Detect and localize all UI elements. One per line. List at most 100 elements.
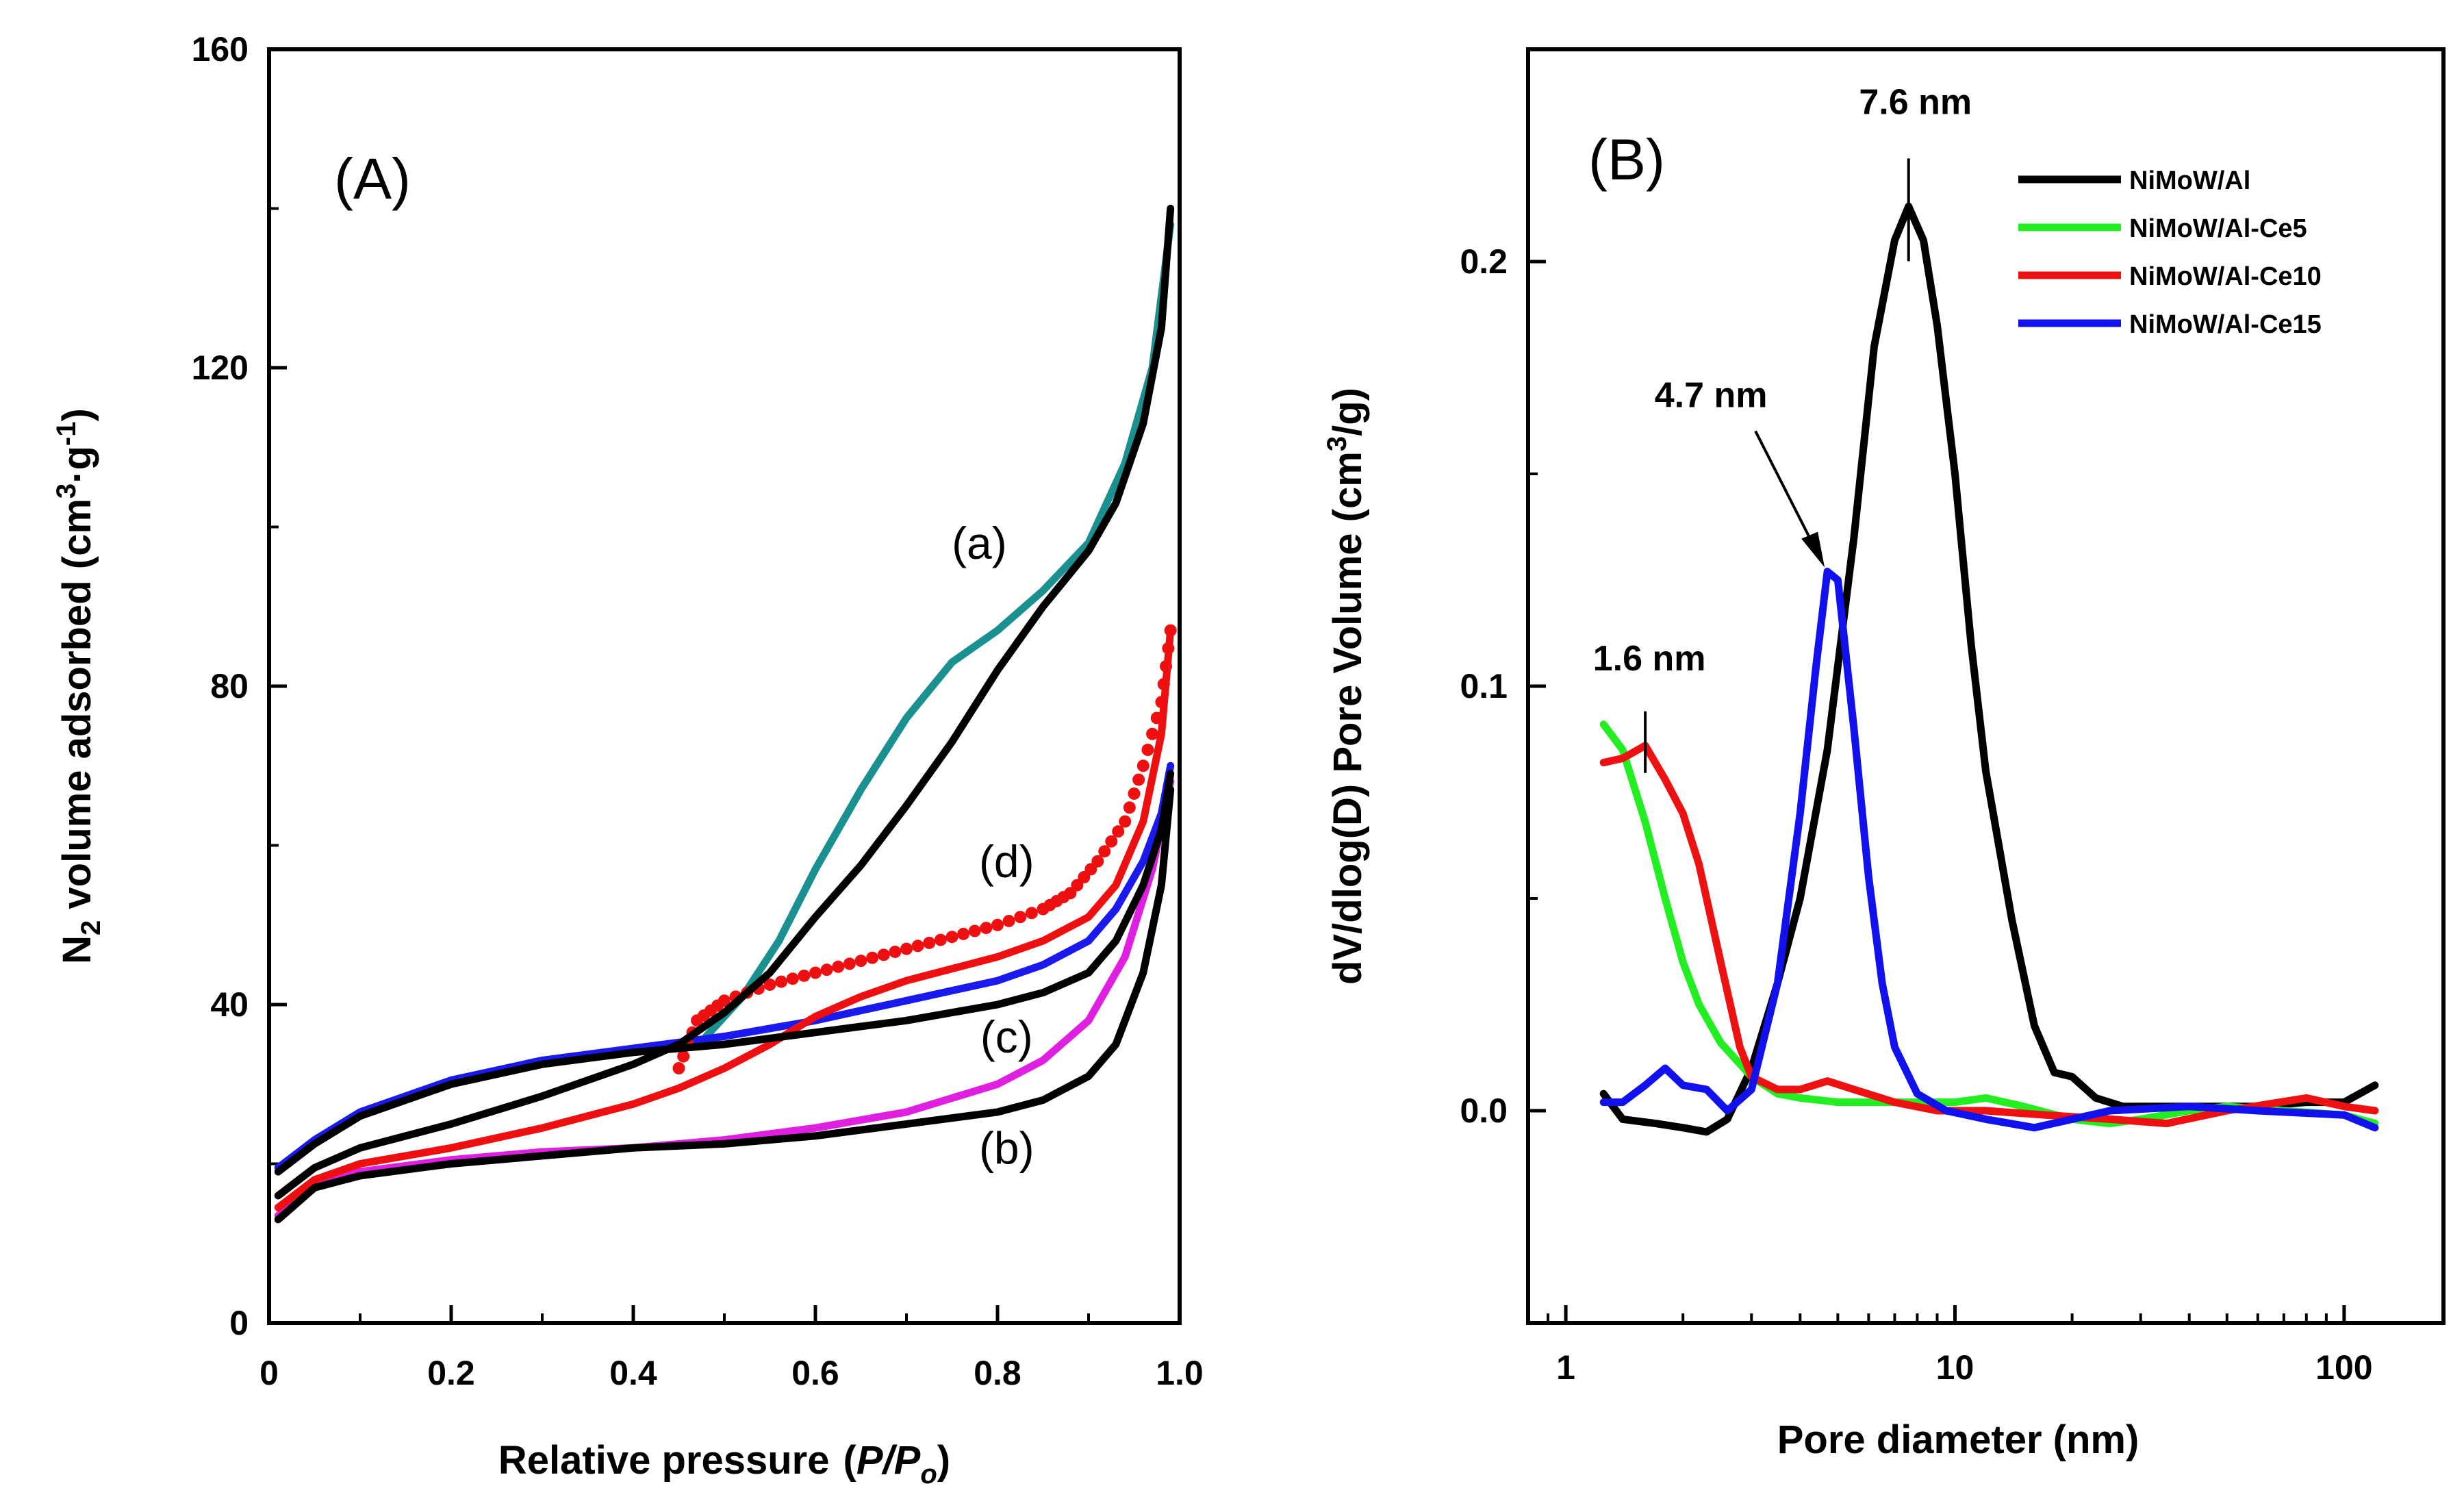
panel-a-data-point: [775, 975, 788, 988]
panel-a-data-point: [1105, 835, 1118, 848]
panel-a-label: (A): [334, 147, 411, 211]
panel-a-data-point: [1119, 815, 1132, 828]
panel-a-curve-label-c: (c): [980, 1011, 1033, 1062]
panel-a-data-point: [718, 994, 731, 1007]
panel-a-data-point: [923, 936, 936, 949]
panel-a-data-point: [820, 963, 833, 977]
panel-a-data-point: [1025, 907, 1038, 920]
panel-a-series-b-adsorption: [274, 785, 1175, 1224]
panel-b-y-tick-label: 0.2: [1460, 242, 1508, 281]
panel-b-x-tick-label: 10: [1936, 1348, 1974, 1387]
panel-a: (A) 0 0.2 0.4 0.6 0.8 1.0 0 40 80 120 160 (a) (d) (c…: [51, 30, 1204, 1489]
panel-a-data-point: [1098, 845, 1111, 858]
panel-a-data-point: [1150, 711, 1163, 724]
annotation-7-6-nm-label: 7.6 nm: [1859, 82, 1972, 122]
panel-a-plot-frame: [267, 47, 1182, 1325]
panel-b-ticks: 1 10 100 0.0 0.1 0.2: [1460, 48, 2373, 1387]
panel-a-data-point: [980, 922, 993, 935]
panel-b-series-nimow-al-ce10: [1599, 742, 2379, 1128]
panel-a-data-point: [1141, 744, 1154, 756]
panel-a-data-point: [809, 966, 822, 979]
panel-a-data-point: [934, 933, 947, 946]
panel-b-y-tick-label: 0.1: [1460, 667, 1508, 705]
panel-b-y-tick-label: 0.0: [1460, 1092, 1508, 1130]
panel-a-data-point: [877, 948, 890, 961]
panel-a-data-point: [843, 957, 856, 970]
panel-a-data-point: [854, 955, 867, 968]
panel-a-data-point: [1112, 825, 1125, 838]
panel-b-x-tick-label: 1: [1556, 1348, 1575, 1387]
panel-a-x-axis-label: Relative pressure (P/Po): [498, 1438, 950, 1489]
annotation-4-7-nm-label: 4.7 nm: [1655, 376, 1768, 416]
panel-a-data-point: [911, 940, 924, 953]
panel-a-data-point: [957, 927, 970, 940]
panel-a-data-point: [677, 1050, 690, 1063]
panel-a-data-point: [1155, 696, 1168, 709]
panel-a-series-a-adsorption: [274, 205, 1175, 1200]
panel-a-series-d-adsorption: [274, 627, 1175, 1211]
panel-a-x-tick-label: 0.4: [609, 1354, 657, 1392]
panel-a-y-tick-label: 80: [210, 667, 249, 705]
panel-a-x-axis-label-text: Relative pressure: [498, 1438, 830, 1483]
panel-a-x-tick-label: 0.8: [974, 1354, 1021, 1392]
panel-a-data-point: [1091, 855, 1104, 868]
panel-a-data-point: [889, 945, 902, 958]
panel-b-legend: NiMoW/Al NiMoW/Al-Ce5 NiMoW/Al-Ce10 NiMoW/A…: [2018, 166, 2322, 339]
panel-b-curves: [1599, 202, 2379, 1136]
panel-a-data-point: [945, 931, 958, 944]
panel-a-y-axis-label: N2 volume adsorbed (cm3·g-1): [51, 408, 106, 964]
panel-a-data-point: [1132, 773, 1145, 786]
panel-a-data-point: [672, 1062, 685, 1074]
annotation-1-6-nm-label: 1.6 nm: [1593, 639, 1706, 679]
panel-a-data-point: [1002, 914, 1015, 927]
panel-a-series-a-desorption: [702, 220, 1175, 1040]
annotation-4-7-nm-arrowhead: [1801, 531, 1825, 568]
panel-a-x-tick-label: 0: [259, 1354, 279, 1392]
panel-a-data-point: [1160, 659, 1173, 672]
panel-a-curve-label-a: (a): [952, 518, 1007, 568]
panel-a-data-point: [1146, 727, 1159, 740]
panel-a-data-point: [1157, 678, 1170, 691]
panel-a-x-tick-label: 0.2: [427, 1354, 475, 1392]
panel-a-curves: [274, 205, 1177, 1224]
panel-a-series-c-desorption: [274, 761, 1175, 1172]
panel-a-data-point: [763, 978, 776, 991]
panel-a-ticks: 0 0.2 0.4 0.6 0.8 1.0 0 40 80 120 160: [192, 30, 1204, 1392]
panel-a-data-point: [1123, 801, 1136, 814]
panel-a-data-point: [991, 918, 1004, 931]
panel-b-annotations: 7.6 nm 4.7 nm 1.6 nm: [1593, 82, 1972, 773]
panel-b-x-tick-label: 100: [2315, 1348, 2372, 1387]
panel-a-y-tick-label: 0: [229, 1304, 249, 1342]
panel-a-x-tick-label: 1.0: [1156, 1354, 1204, 1392]
panel-a-x-tick-label: 0.6: [791, 1354, 839, 1392]
panel-b-y-axis-label: dV/dlog(D) Pore Volume (cm3/g): [1322, 388, 1370, 985]
panel-a-data-point: [900, 942, 913, 955]
panel-b-x-axis-label: Pore diameter (nm): [1777, 1418, 2139, 1462]
panel-a-curve-label-d: (d): [979, 836, 1034, 887]
panel-a-series-b-desorption: [274, 778, 1175, 1220]
panel-a-y-tick-label: 40: [210, 985, 249, 1024]
legend-label-nimow-al-ce10: NiMoW/Al-Ce10: [2129, 262, 2322, 291]
panel-a-data-point: [832, 960, 845, 973]
panel-a-data-point: [1014, 911, 1027, 924]
annotation-4-7-nm-arrow: [1754, 430, 1820, 557]
panel-a-y-tick-label: 160: [192, 30, 249, 68]
panel-a-x-axis-symbol: P/P: [856, 1438, 921, 1483]
panel-a-series-c-adsorption: [274, 770, 1175, 1176]
panel-a-data-point: [1128, 787, 1141, 800]
legend-label-nimow-al-ce5: NiMoW/Al-Ce5: [2129, 214, 2307, 243]
panel-a-y-tick-label: 120: [192, 349, 249, 387]
panel-a-data-point: [968, 924, 981, 937]
panel-a-data-point: [786, 972, 799, 985]
panel-b-series-nimow-al: [1599, 202, 2379, 1136]
panel-b: (B) 1 10 100 0.0 0.1 0.2 7.6 nm 4.7 nm 1.6 nm N…: [1322, 47, 2446, 1462]
panel-a-curve-labels: (a) (d) (c) (b): [952, 518, 1034, 1174]
panel-a-curve-label-b: (b): [979, 1123, 1034, 1174]
legend-label-nimow-al-ce15: NiMoW/Al-Ce15: [2129, 310, 2322, 339]
panel-a-x-axis-subscript: o: [920, 1459, 937, 1489]
panel-a-data-point: [1162, 642, 1175, 655]
panel-a-data-point: [1136, 759, 1150, 772]
panel-a-data-point: [866, 951, 879, 964]
panel-b-series-nimow-al-ce15: [1599, 568, 2379, 1132]
